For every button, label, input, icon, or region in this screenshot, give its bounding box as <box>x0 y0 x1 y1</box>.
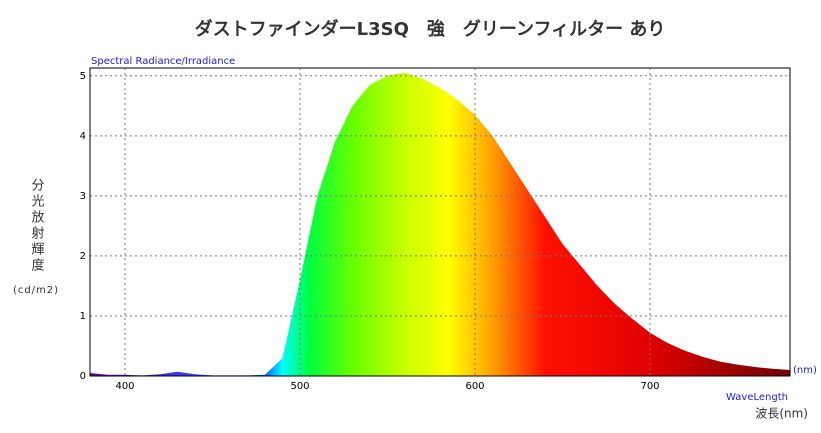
y-tick-label: 4 <box>80 131 86 142</box>
x-tick-label: 500 <box>290 381 309 392</box>
x-tick-label: 400 <box>115 381 134 392</box>
subtitle: Spectral Radiance/Irradiance <box>91 56 235 67</box>
y-tick-label: 1 <box>80 311 86 322</box>
chart-title: ダストファインダーL3SQ 強 グリーンフィルター あり <box>195 18 666 40</box>
y-tick-label: 0 <box>80 371 86 382</box>
y-tick-label: 2 <box>80 251 86 262</box>
x-axis-label-ja: 波長(nm) <box>755 407 808 421</box>
spectrum-area <box>90 72 790 377</box>
x-tick-label: 700 <box>640 381 659 392</box>
plot-frame <box>89 67 791 377</box>
x-tick-label: 600 <box>465 381 484 392</box>
y-axis-label: 分光放射輝度 <box>29 178 45 274</box>
y-tick-label: 5 <box>80 71 86 82</box>
y-unit: (cd/m2) <box>13 285 59 296</box>
plot-area: 0 1 2 3 4 5 400 500 600 700 <box>80 68 790 392</box>
x-unit: (nm) <box>793 365 817 376</box>
y-tick-label: 3 <box>80 191 86 202</box>
x-axis-label: WaveLength <box>726 392 788 403</box>
